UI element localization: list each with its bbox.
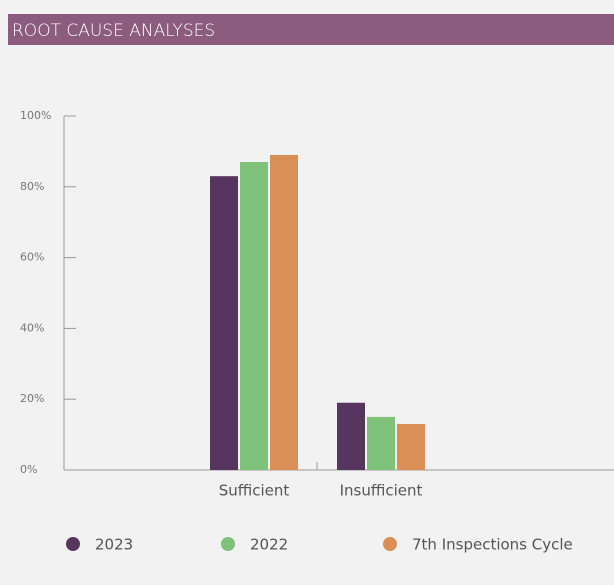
bar xyxy=(270,154,298,470)
y-tick-label: 60% xyxy=(20,251,44,264)
legend-label: 2023 xyxy=(95,536,133,554)
y-tick-label: 40% xyxy=(20,321,44,334)
y-tick-label: 100% xyxy=(20,109,51,122)
chart-title: ROOT CAUSE ANALYSES xyxy=(12,21,215,41)
bar xyxy=(210,176,238,470)
y-tick-label: 0% xyxy=(20,463,37,476)
bar xyxy=(397,423,425,470)
title-band xyxy=(8,14,614,45)
x-tick-label: Sufficient xyxy=(219,482,290,500)
legend-swatch xyxy=(383,537,397,551)
legend-label: 7th Inspections Cycle xyxy=(412,536,573,554)
bar xyxy=(240,162,268,470)
bar xyxy=(367,416,395,470)
bar xyxy=(337,402,365,470)
legend-swatch xyxy=(66,537,80,551)
legend-label: 2022 xyxy=(250,536,288,554)
legend-swatch xyxy=(221,537,235,551)
y-tick-label: 80% xyxy=(20,180,44,193)
y-tick-label: 20% xyxy=(20,392,44,405)
x-tick-label: Insufficient xyxy=(340,482,423,500)
